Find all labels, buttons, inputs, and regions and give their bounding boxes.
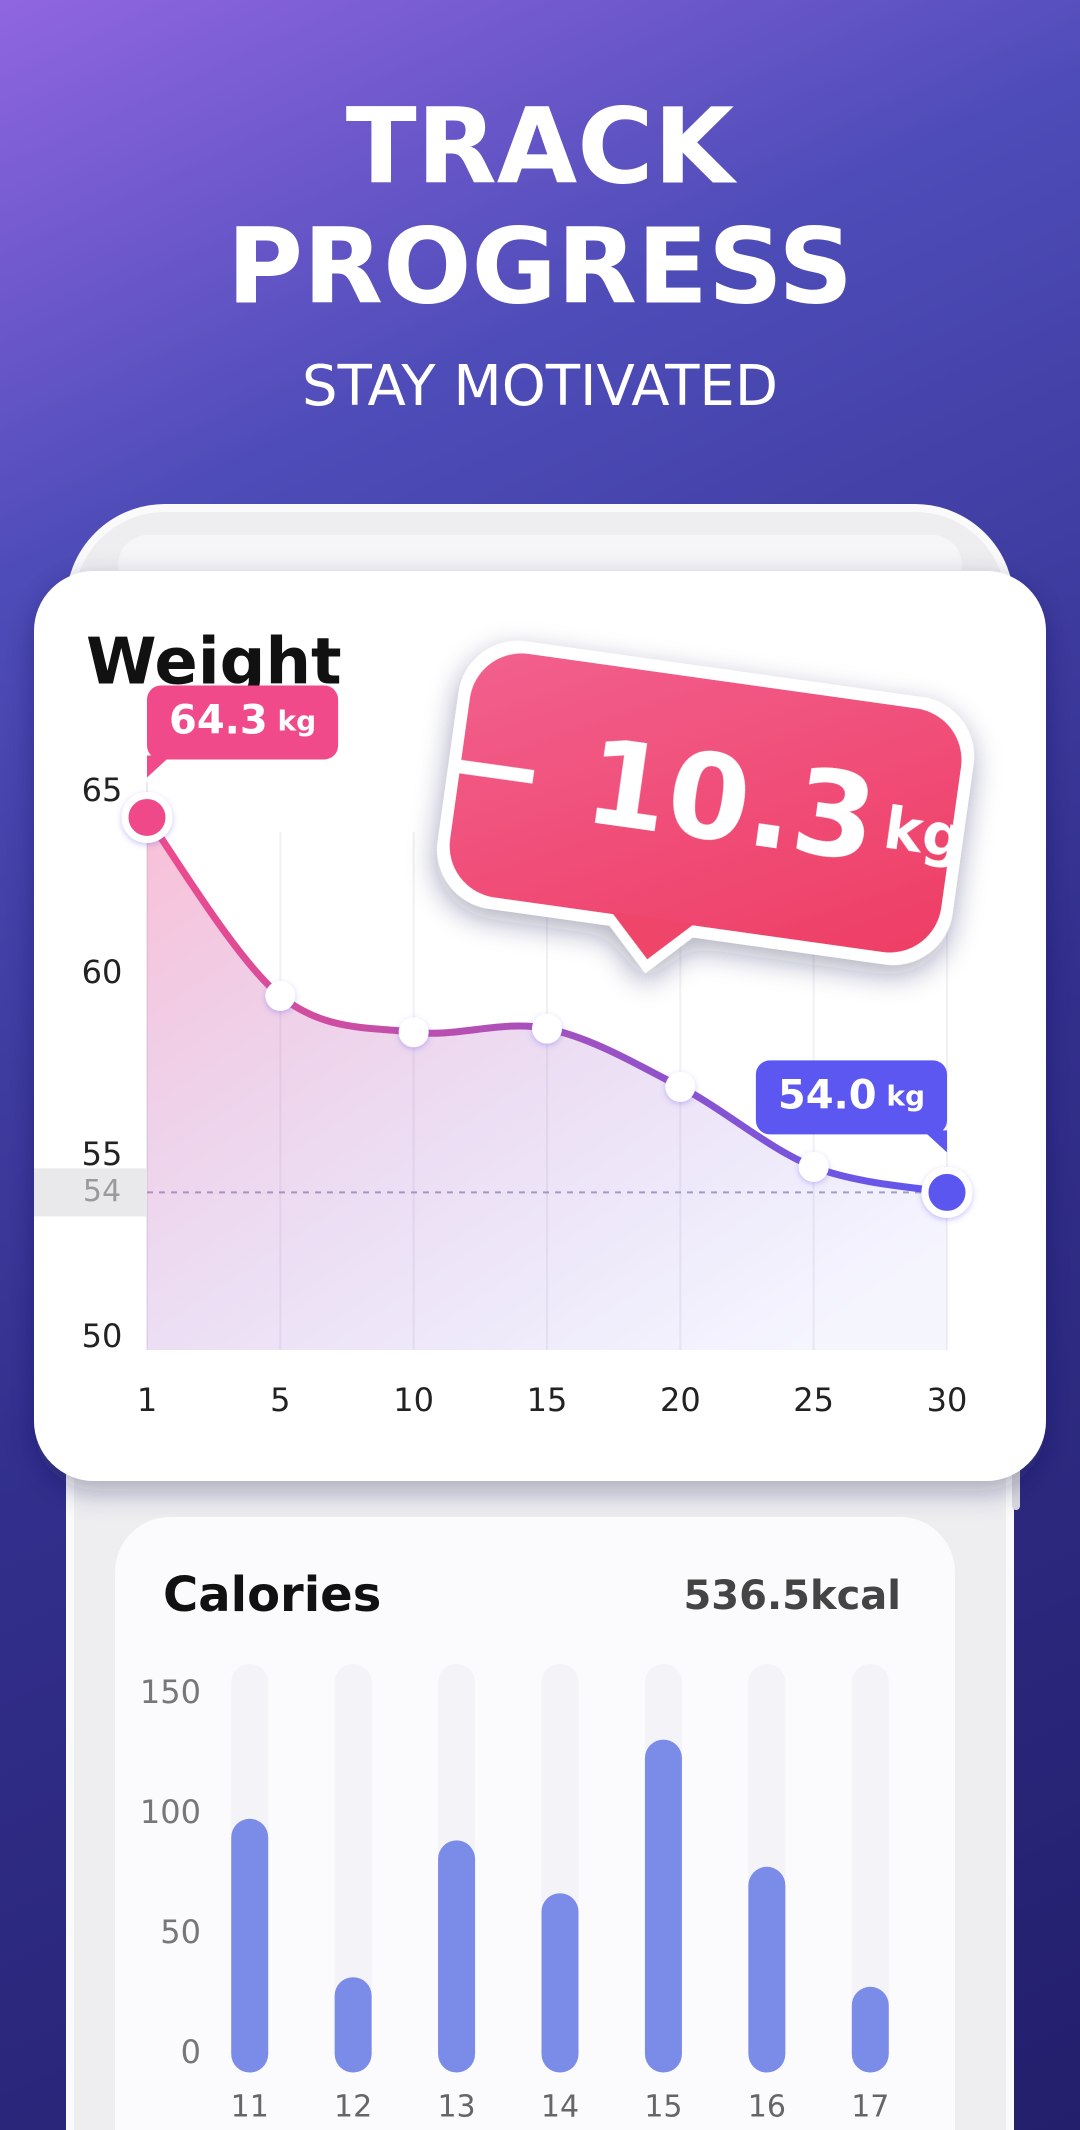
change-badge: − 10.3kg bbox=[437, 640, 975, 974]
point-highlight bbox=[921, 1166, 973, 1218]
y-tick-label: 60 bbox=[82, 953, 123, 991]
x-tick-label: 16 bbox=[748, 2090, 786, 2125]
value-badge: 54.0 kg bbox=[755, 1060, 947, 1153]
point bbox=[532, 1013, 562, 1044]
y-tick-label: 0 bbox=[181, 2033, 201, 2071]
x-tick-label: 5 bbox=[270, 1381, 290, 1419]
point-highlight bbox=[121, 791, 173, 843]
reference-label: 54 bbox=[83, 1174, 121, 1209]
calories-card bbox=[115, 1517, 955, 2130]
headline: PROGRESS bbox=[227, 205, 853, 327]
bar bbox=[851, 1986, 889, 2073]
x-tick-label: 15 bbox=[644, 2090, 682, 2125]
change-unit: kg bbox=[880, 794, 969, 872]
bar bbox=[334, 1977, 372, 2073]
y-tick-label: 50 bbox=[160, 1913, 201, 1951]
x-tick-label: 25 bbox=[793, 1381, 834, 1419]
bar-track bbox=[851, 1664, 889, 2072]
bar bbox=[231, 1818, 269, 2073]
bar bbox=[644, 1739, 682, 2073]
bar bbox=[541, 1893, 579, 2073]
card-title: Calories bbox=[163, 1567, 381, 1623]
reference-band bbox=[34, 1168, 147, 1217]
x-tick-label: 10 bbox=[393, 1381, 434, 1419]
point bbox=[665, 1071, 696, 1102]
value-badge-bg bbox=[755, 1060, 947, 1135]
value-label: 54.0 kg bbox=[778, 1072, 925, 1118]
x-tick-label: 12 bbox=[334, 2090, 372, 2125]
y-tick-label: 55 bbox=[82, 1135, 123, 1173]
y-tick-label: 65 bbox=[82, 771, 123, 809]
x-tick-label: 14 bbox=[541, 2090, 579, 2125]
bar bbox=[748, 1866, 786, 2073]
bar-track bbox=[334, 1664, 372, 2072]
value-badge-tail bbox=[923, 1130, 947, 1153]
calories-total: 536.5kcal bbox=[683, 1573, 901, 1619]
point bbox=[265, 980, 296, 1011]
value-label: 64.3 kg bbox=[169, 697, 316, 743]
x-tick-label: 1 bbox=[137, 1381, 157, 1419]
x-tick-label: 11 bbox=[231, 2090, 269, 2125]
bar bbox=[438, 1840, 476, 2073]
change-badge-tail-fill bbox=[611, 911, 695, 960]
y-tick-label: 100 bbox=[140, 1793, 201, 1831]
point bbox=[398, 1017, 429, 1048]
y-tick-label: 50 bbox=[82, 1317, 123, 1355]
subtitle: STAY MOTIVATED bbox=[302, 354, 778, 419]
x-tick-label: 13 bbox=[437, 2090, 475, 2125]
x-tick-label: 17 bbox=[851, 2090, 889, 2125]
x-tick-label: 20 bbox=[660, 1381, 701, 1419]
x-tick-label: 15 bbox=[527, 1381, 568, 1419]
value-badge-tail bbox=[147, 755, 171, 778]
value-badge-bg bbox=[147, 685, 339, 760]
x-tick-label: 30 bbox=[927, 1381, 968, 1419]
value-badge: 64.3 kg bbox=[147, 685, 339, 778]
y-tick-label: 150 bbox=[140, 1673, 201, 1711]
headline: TRACK bbox=[346, 85, 738, 207]
point bbox=[798, 1151, 829, 1182]
area-fill bbox=[147, 817, 947, 1350]
change-badge-bg bbox=[449, 653, 962, 953]
